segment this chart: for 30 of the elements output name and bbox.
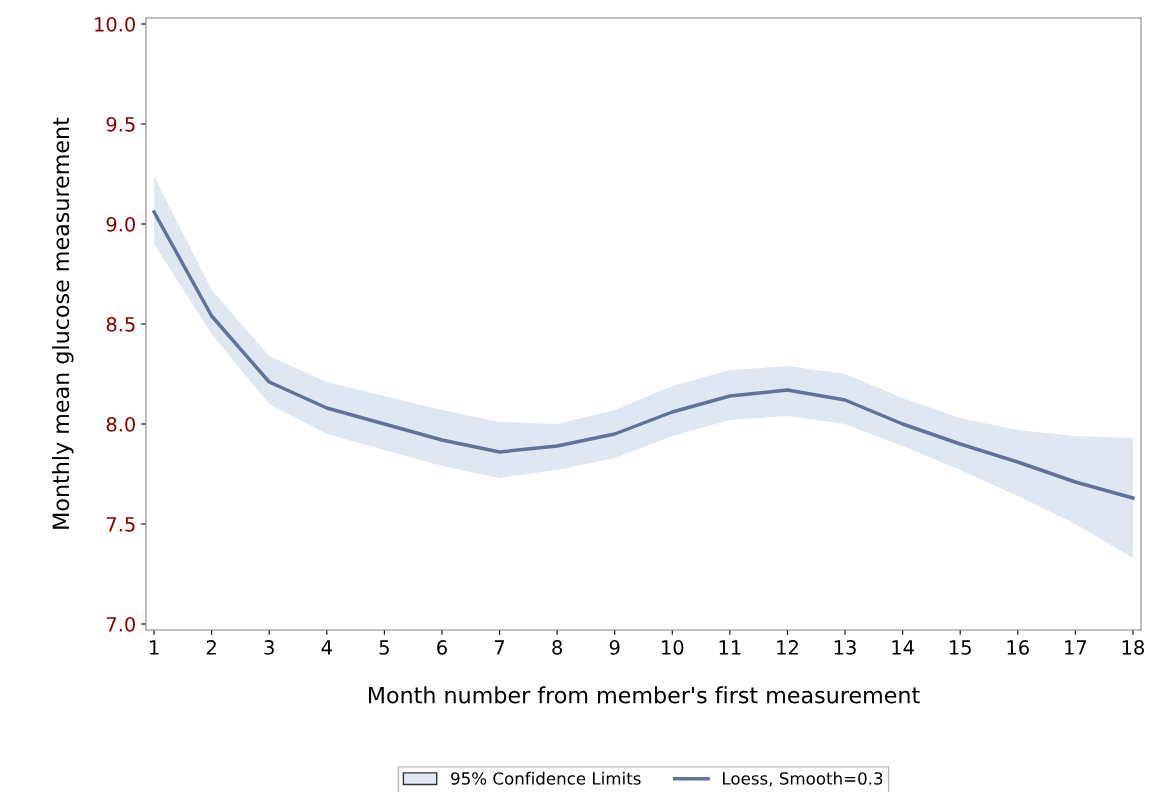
x-tick-label: 16 [1007,640,1029,655]
y-tick-label: 8.0 [106,416,135,432]
y-tick-label: 9.0 [106,216,135,232]
y-tick-label: 10.0 [95,16,135,32]
x-tick-label: 2 [206,640,216,655]
x-tick-label: 11 [719,640,741,655]
x-tick-label: 15 [949,640,971,655]
x-tick-label: 5 [379,640,389,655]
x-tick-label: 9 [609,640,620,655]
x-tick-label: 3 [264,640,274,655]
y-tick-label: 7.5 [106,517,135,532]
y-tick-label: 9.5 [106,116,135,132]
x-tick-label: 10 [662,640,684,655]
x-tick-label: 7 [494,640,505,655]
x-tick-label: 6 [437,640,447,655]
x-tick-label: 14 [892,640,914,655]
x-axis-title: Month number from member's first measurement [368,686,920,704]
line-series [152,210,1135,500]
x-tick-label: 8 [552,640,562,655]
x-tick-label: 17 [1065,640,1087,655]
y-tick-label: 8.5 [106,316,135,332]
x-tick-label: 12 [777,640,798,655]
y-tick-label: 7.0 [106,616,135,632]
y-axis-title: Monthly mean glucose measurement [52,117,74,529]
x-tick-label: 4 [321,640,332,655]
x-tick-label: 13 [834,640,856,655]
x-tick-label: 1 [150,640,159,655]
legend-label: Loess, Smooth=0.3 [723,771,883,787]
x-tick-label: 18 [1122,640,1144,655]
text: 95% Confidence Limits [451,771,641,785]
